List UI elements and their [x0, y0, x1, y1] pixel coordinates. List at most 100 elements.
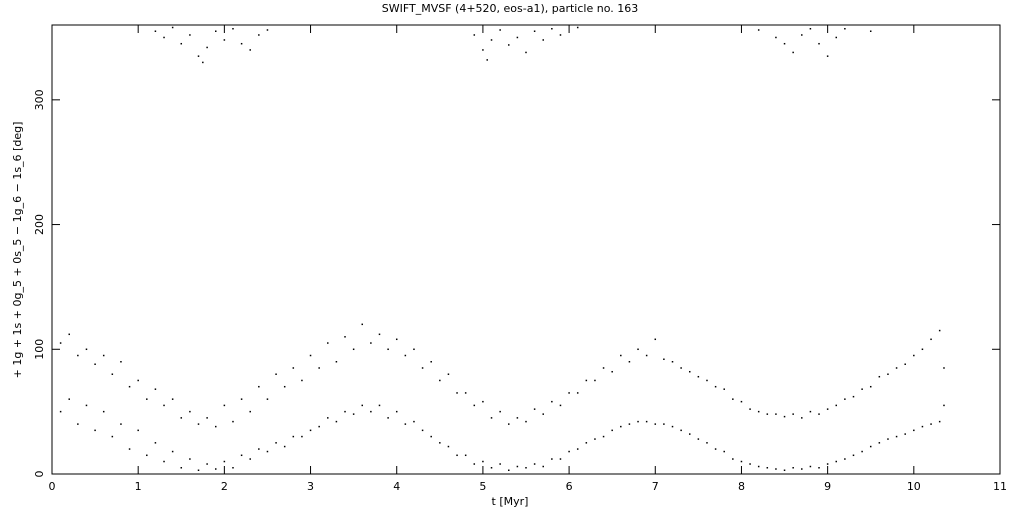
- point: [370, 410, 372, 413]
- point: [206, 46, 208, 49]
- y-tick-label: 200: [33, 214, 46, 235]
- point: [697, 438, 700, 440]
- point: [938, 420, 941, 423]
- point: [542, 465, 544, 468]
- point: [895, 367, 898, 369]
- point: [551, 400, 553, 403]
- point: [120, 361, 122, 363]
- x-tick-label: 7: [652, 480, 659, 493]
- point: [671, 425, 674, 428]
- plot-frame: [51, 24, 1001, 475]
- point: [249, 49, 251, 51]
- point: [361, 404, 364, 407]
- point: [809, 410, 812, 413]
- point: [292, 367, 295, 369]
- x-tick-label: 0: [49, 480, 56, 493]
- point: [128, 385, 131, 388]
- point: [499, 410, 501, 413]
- point: [714, 385, 717, 388]
- point: [180, 42, 183, 45]
- point: [576, 392, 579, 394]
- point: [240, 42, 243, 45]
- point: [214, 30, 217, 32]
- point: [645, 354, 648, 357]
- point: [258, 448, 260, 450]
- point: [430, 435, 432, 438]
- point: [714, 448, 717, 450]
- point: [775, 36, 777, 39]
- point: [869, 385, 872, 388]
- point: [214, 468, 217, 470]
- point: [232, 467, 234, 469]
- point: [852, 454, 855, 457]
- point: [516, 417, 519, 419]
- point: [232, 420, 234, 423]
- point: [913, 354, 915, 357]
- point: [844, 458, 846, 460]
- point: [395, 338, 398, 341]
- point: [775, 468, 777, 470]
- point: [335, 361, 338, 363]
- point: [620, 425, 622, 428]
- point: [887, 438, 889, 440]
- point: [775, 413, 777, 415]
- point: [473, 404, 476, 407]
- point: [421, 429, 424, 432]
- point: [387, 348, 389, 351]
- point: [559, 458, 562, 460]
- point: [292, 435, 295, 438]
- point: [482, 400, 484, 403]
- point: [490, 417, 493, 419]
- point: [783, 469, 786, 472]
- point: [826, 55, 829, 57]
- point: [533, 408, 536, 410]
- point: [137, 379, 139, 382]
- point: [430, 361, 432, 363]
- point: [852, 395, 855, 398]
- point: [706, 379, 708, 382]
- point: [327, 417, 329, 419]
- point: [749, 463, 751, 465]
- point: [413, 348, 415, 351]
- point: [611, 429, 613, 432]
- point: [559, 404, 562, 407]
- point: [628, 423, 631, 425]
- x-tick-label: 3: [307, 480, 314, 493]
- point: [490, 467, 493, 469]
- point: [654, 423, 657, 425]
- point: [835, 460, 838, 463]
- point: [723, 450, 725, 453]
- point: [913, 429, 915, 432]
- point: [869, 445, 872, 448]
- point: [508, 44, 510, 46]
- point: [206, 417, 208, 419]
- point: [128, 448, 131, 450]
- point: [732, 398, 734, 400]
- point: [878, 375, 881, 378]
- point: [59, 342, 62, 344]
- point: [611, 370, 613, 373]
- point: [447, 373, 450, 375]
- point: [202, 61, 204, 64]
- point: [352, 413, 355, 415]
- point: [559, 34, 562, 36]
- point: [943, 367, 945, 369]
- point: [654, 338, 657, 341]
- point: [835, 36, 838, 39]
- point: [404, 423, 407, 425]
- point: [826, 463, 829, 465]
- point: [163, 36, 165, 39]
- point: [318, 367, 320, 369]
- point: [180, 417, 183, 419]
- x-tick-label: 4: [393, 480, 400, 493]
- x-axis-label: t [Myr]: [492, 495, 529, 508]
- point: [223, 404, 226, 407]
- point: [499, 463, 501, 465]
- point: [137, 429, 139, 432]
- point: [275, 442, 277, 444]
- point: [792, 51, 794, 54]
- point: [301, 435, 303, 438]
- point: [318, 425, 320, 428]
- y-tick-label: 100: [33, 339, 46, 360]
